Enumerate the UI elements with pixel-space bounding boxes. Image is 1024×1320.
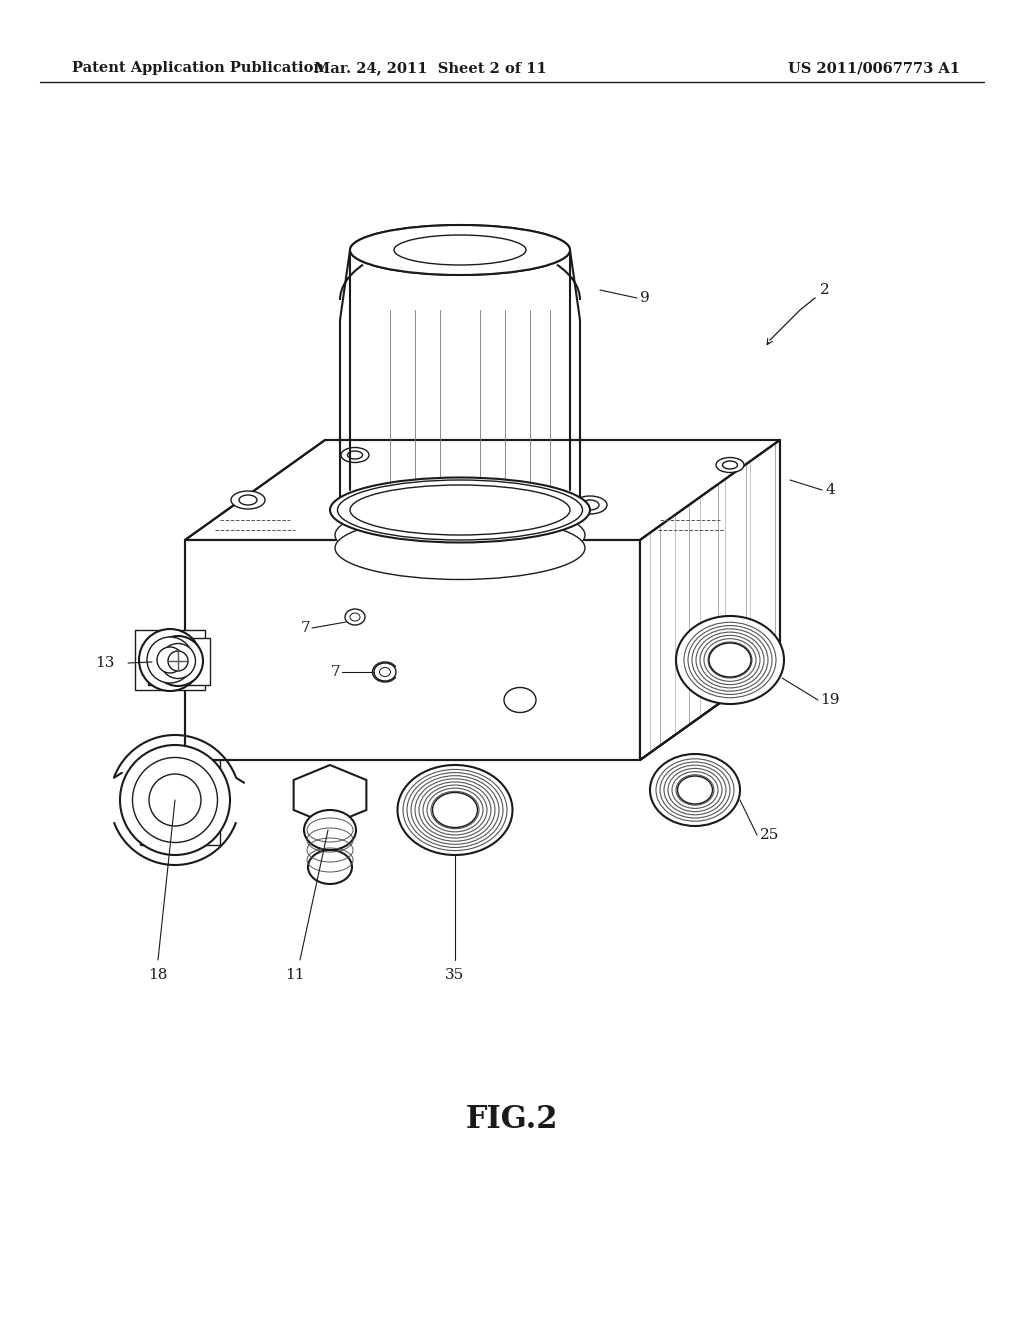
Ellipse shape: [161, 644, 196, 678]
Polygon shape: [185, 440, 780, 540]
Ellipse shape: [132, 758, 217, 842]
Ellipse shape: [345, 609, 365, 624]
Ellipse shape: [380, 668, 390, 676]
Ellipse shape: [676, 616, 784, 704]
Ellipse shape: [650, 754, 740, 826]
Ellipse shape: [504, 688, 536, 713]
Polygon shape: [185, 540, 640, 760]
Ellipse shape: [397, 766, 512, 855]
Text: 19: 19: [820, 693, 840, 708]
Ellipse shape: [139, 630, 201, 690]
Ellipse shape: [723, 461, 737, 469]
Text: 18: 18: [148, 968, 168, 982]
Ellipse shape: [335, 516, 585, 579]
Text: FIG.2: FIG.2: [466, 1105, 558, 1135]
Ellipse shape: [308, 850, 352, 884]
Polygon shape: [148, 638, 210, 685]
Polygon shape: [640, 440, 780, 760]
Polygon shape: [294, 766, 367, 825]
Text: 2: 2: [820, 282, 829, 297]
Text: 9: 9: [640, 290, 650, 305]
Ellipse shape: [157, 647, 183, 673]
Ellipse shape: [338, 480, 583, 540]
Ellipse shape: [432, 792, 477, 828]
Text: 35: 35: [445, 968, 465, 982]
Ellipse shape: [150, 774, 201, 826]
Ellipse shape: [347, 451, 362, 459]
Ellipse shape: [350, 224, 570, 275]
Ellipse shape: [239, 495, 257, 506]
Ellipse shape: [330, 478, 590, 543]
Ellipse shape: [350, 484, 570, 535]
Ellipse shape: [573, 496, 607, 513]
Ellipse shape: [394, 235, 526, 265]
Polygon shape: [135, 630, 205, 690]
Polygon shape: [140, 760, 220, 845]
Ellipse shape: [147, 638, 193, 682]
Ellipse shape: [120, 744, 230, 855]
Ellipse shape: [341, 447, 369, 462]
Ellipse shape: [231, 491, 265, 510]
Ellipse shape: [335, 503, 585, 566]
Ellipse shape: [709, 643, 751, 677]
Text: 7: 7: [300, 620, 310, 635]
Text: 13: 13: [95, 656, 115, 671]
Ellipse shape: [581, 500, 599, 510]
Ellipse shape: [350, 224, 570, 275]
Ellipse shape: [153, 636, 203, 686]
Ellipse shape: [304, 810, 356, 850]
Text: 7: 7: [331, 665, 340, 678]
Ellipse shape: [716, 458, 744, 473]
Ellipse shape: [168, 651, 188, 671]
Text: US 2011/0067773 A1: US 2011/0067773 A1: [788, 61, 961, 75]
Text: Mar. 24, 2011  Sheet 2 of 11: Mar. 24, 2011 Sheet 2 of 11: [313, 61, 547, 75]
Text: 4: 4: [825, 483, 835, 498]
Ellipse shape: [374, 663, 396, 681]
Text: Patent Application Publication: Patent Application Publication: [72, 61, 324, 75]
Text: 25: 25: [760, 828, 779, 842]
Ellipse shape: [678, 776, 713, 804]
Text: 11: 11: [286, 968, 305, 982]
Ellipse shape: [350, 612, 360, 620]
